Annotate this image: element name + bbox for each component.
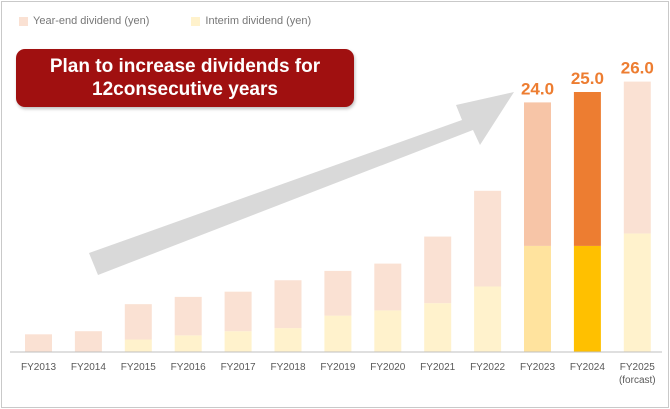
bar-interim-fy2020 bbox=[374, 310, 402, 352]
bar-interim-fy2023 bbox=[524, 245, 551, 352]
bar-interim-fy2018 bbox=[274, 328, 302, 352]
bar-year-end-fy2018 bbox=[274, 280, 302, 329]
x-tick-label-fy2015: FY2015 bbox=[121, 362, 156, 373]
x-tick-label-fy2019: FY2019 bbox=[320, 362, 355, 373]
x-tick-label-fy2021: FY2021 bbox=[420, 362, 455, 373]
x-tick-label-fy2022: FY2022 bbox=[470, 362, 505, 373]
bar-interim-fy2025 bbox=[623, 233, 651, 352]
legend-item-interim: Interim dividend (yen) bbox=[191, 15, 311, 27]
bar-year-end-fy2022 bbox=[474, 190, 502, 287]
legend-swatch-year-end bbox=[19, 16, 28, 26]
bar-year-end-fy2013 bbox=[25, 334, 52, 352]
legend-label-year-end: Year-end dividend (yen) bbox=[33, 15, 150, 27]
x-tick-label-fy2013: FY2013 bbox=[21, 362, 56, 373]
data-label-total-fy2023: 24.0 bbox=[521, 79, 554, 98]
bar-interim-fy2015 bbox=[124, 339, 152, 352]
x-tick-label-fy2017: FY2017 bbox=[221, 362, 256, 373]
legend: Year-end dividend (yen) Interim dividend… bbox=[19, 15, 353, 27]
legend-label-interim: Interim dividend (yen) bbox=[205, 15, 312, 27]
legend-item-year-end: Year-end dividend (yen) bbox=[19, 15, 149, 27]
dividend-increase-banner: Plan to increase dividends for 12consecu… bbox=[16, 49, 354, 107]
x-tick-label-fy2025: FY2025 bbox=[620, 362, 655, 373]
bar-year-end-fy2023 bbox=[524, 102, 551, 246]
x-tick-label-fy2014: FY2014 bbox=[71, 362, 106, 373]
banner-line-2: 12consecutive years bbox=[92, 79, 278, 100]
bar-year-end-fy2015 bbox=[124, 304, 152, 340]
trend-arrow bbox=[89, 92, 514, 275]
bar-interim-fy2016 bbox=[174, 335, 202, 352]
x-tick-label-fy2023: FY2023 bbox=[520, 362, 555, 373]
bar-year-end-fy2016 bbox=[174, 296, 202, 336]
bar-year-end-fy2024 bbox=[573, 92, 601, 246]
bar-year-end-fy2020 bbox=[374, 263, 402, 311]
bar-interim-fy2024 bbox=[573, 245, 601, 352]
banner-line-1: Plan to increase dividends for bbox=[49, 56, 321, 77]
bar-interim-fy2017 bbox=[224, 331, 252, 352]
bar-year-end-fy2014 bbox=[74, 331, 102, 352]
x-tick-label-fy2024: FY2024 bbox=[570, 362, 605, 373]
x-tick-label-fy2020: FY2020 bbox=[370, 362, 405, 373]
x-tick-label-fy2016: FY2016 bbox=[171, 362, 206, 373]
bar-interim-fy2019 bbox=[324, 315, 352, 352]
x-tick-note-fy2025: (forcast) bbox=[619, 375, 656, 386]
bar-interim-fy2022 bbox=[474, 286, 502, 352]
bar-year-end-fy2017 bbox=[224, 291, 252, 332]
bar-year-end-fy2025 bbox=[623, 81, 651, 234]
x-tick-label-fy2018: FY2018 bbox=[270, 362, 305, 373]
bar-year-end-fy2021 bbox=[424, 236, 452, 304]
bar-interim-fy2021 bbox=[424, 303, 452, 352]
legend-swatch-interim bbox=[191, 16, 201, 26]
data-label-total-fy2025: 26.0 bbox=[621, 59, 654, 78]
data-label-total-fy2024: 25.0 bbox=[571, 69, 604, 88]
bar-year-end-fy2019 bbox=[324, 270, 352, 316]
